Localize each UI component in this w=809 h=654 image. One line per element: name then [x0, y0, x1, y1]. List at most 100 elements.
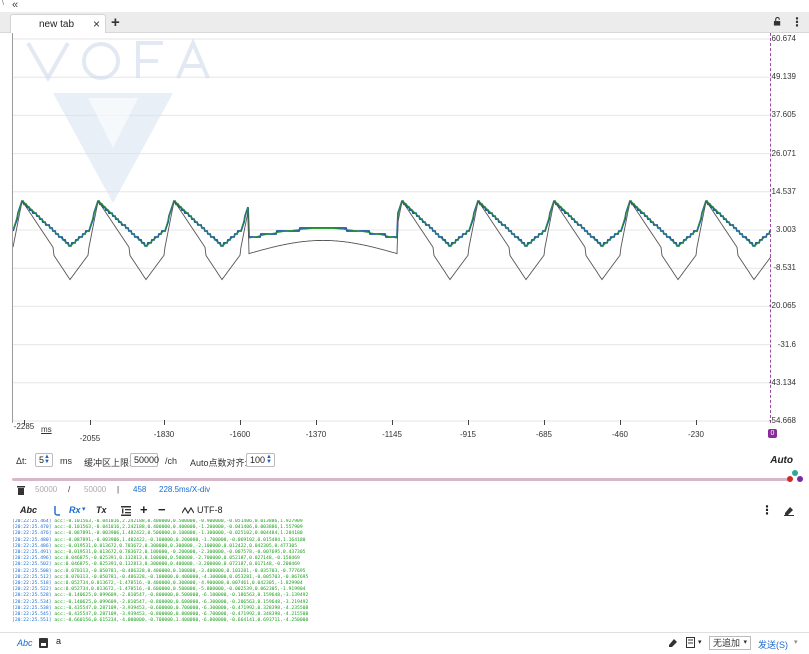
x-axis-unit: ms: [41, 425, 52, 434]
log-data: acc:0.046875,-0.025391,0.132813,0.100000…: [51, 556, 300, 562]
align-spinbox[interactable]: 100 ▲ ▼: [246, 453, 275, 467]
log-line: [20:22:25.518] acc:0.052734,0.013672,-1.…: [12, 581, 778, 587]
wrap-icon[interactable]: [53, 506, 61, 516]
buffer-slash: /: [68, 485, 71, 494]
log-data: acc:-0.660156,0.615234,-4.000000,-0.7000…: [51, 618, 309, 624]
format-list-icon[interactable]: [121, 506, 131, 516]
send-bar: Abc a ▾ 无追加 ▾ 发送(S) ▾: [0, 632, 809, 654]
buffer-value: 50000: [134, 455, 160, 465]
x-tick-label: -2285: [13, 422, 35, 431]
x-tick-label: -1370: [305, 430, 327, 439]
send-text-mode[interactable]: Abc: [17, 638, 33, 648]
log-data: acc:-0.435547,0.287109,-3.939453,-0.6000…: [51, 605, 309, 611]
buffer-label: 缓冲区上限:: [84, 458, 132, 468]
append-mode-select[interactable]: 无追加 ▾: [709, 636, 751, 650]
chevron-down-icon: ▾: [743, 639, 747, 646]
rx-toggle[interactable]: Rx: [69, 505, 81, 515]
receive-log[interactable]: [20:22:25.464] acc:-0.101563,-0.041016,2…: [12, 519, 778, 631]
log-line: [20:22:25.464] acc:-0.101563,-0.041016,2…: [12, 519, 778, 525]
send-dropdown-icon[interactable]: ▾: [794, 639, 798, 646]
log-timestamp: [20:22:25.538]: [12, 605, 52, 611]
splitter-bar[interactable]: [12, 478, 790, 481]
rx-dropdown-icon[interactable]: ▾: [82, 506, 86, 513]
log-timestamp: [20:22:25.476]: [12, 531, 52, 537]
waveform-canvas[interactable]: [13, 33, 771, 423]
x-tick-label: -2055: [79, 434, 101, 443]
log-data: acc:-0.101563,-0.041016,2.242188,0.40000…: [51, 519, 303, 524]
x-tick-label: -915: [459, 430, 477, 439]
eraser-icon[interactable]: [668, 638, 678, 648]
log-line: [20:22:25.538] acc:-0.435547,0.287109,-3…: [12, 606, 778, 612]
log-line: [20:22:25.528] acc:-0.140625,0.099609,-2…: [12, 593, 778, 599]
history-dropdown-icon[interactable]: ▾: [698, 639, 702, 646]
log-line: [20:22:25.545] acc:-0.435547,0.287109,-3…: [12, 612, 778, 618]
log-line: [20:22:25.512] acc:0.070313,-0.050781,-0…: [12, 575, 778, 581]
y-tick-label: 37.605: [771, 110, 796, 120]
points-count: 458: [133, 485, 147, 494]
x-tick: [240, 420, 241, 425]
x-tick-label: -460: [611, 430, 629, 439]
log-line: [20:22:25.491] acc:-0.019531,0.013672,0.…: [12, 550, 778, 556]
y-tick-label: 14.537: [771, 186, 796, 196]
tab-new-tab[interactable]: new tab ×: [10, 14, 106, 33]
waveform-plot[interactable]: [12, 33, 771, 423]
dt-value: 5: [39, 455, 45, 465]
more-menu-icon[interactable]: ⋮: [761, 503, 773, 517]
history-icon[interactable]: [686, 637, 695, 648]
x-tick-label: -230: [687, 430, 705, 439]
x-tick-label: -685: [535, 430, 553, 439]
unlock-icon[interactable]: [773, 17, 782, 26]
text-mode-button[interactable]: Abc: [20, 505, 38, 515]
send-button[interactable]: 发送(S): [758, 640, 788, 650]
y-tick-label: -31.6: [777, 339, 796, 349]
log-line: [20:22:25.551] acc:-0.660156,0.615234,-4…: [12, 618, 778, 624]
log-timestamp: [20:22:25.545]: [12, 612, 52, 618]
log-line: [20:22:25.480] acc:-0.087891,-0.003906,1…: [12, 538, 778, 544]
zoom-in-button[interactable]: +: [140, 502, 148, 517]
tx-toggle[interactable]: Tx: [96, 505, 107, 515]
separator: |: [117, 485, 120, 494]
log-data: acc:0.070313,-0.050781,-0.486328,-0.1000…: [51, 574, 309, 580]
log-data: acc:-0.140625,0.099609,-2.810547,-0.8000…: [51, 593, 309, 599]
spin-arrows-icon[interactable]: ▲ ▼: [266, 454, 272, 465]
log-data: acc:-0.087891,-0.003906,1.482422,-0.1000…: [51, 537, 306, 543]
close-icon[interactable]: ×: [92, 17, 100, 31]
y-tick-label: -8.531: [773, 263, 796, 273]
encoding-select[interactable]: UTF-8: [197, 505, 223, 515]
x-tick: [24, 420, 25, 425]
corner-mark: \: [2, 0, 4, 7]
channel-dots-icon[interactable]: [785, 469, 805, 485]
more-menu-icon[interactable]: ⋮: [791, 15, 803, 29]
spin-arrows-icon[interactable]: ▲ ▼: [44, 454, 50, 465]
tab-bar: new tab × + ⋮: [0, 12, 809, 33]
x-tick: [696, 420, 697, 425]
collapse-sidebar-button[interactable]: «: [12, 0, 19, 11]
x-end-marker[interactable]: 0: [768, 429, 777, 438]
dt-spinbox[interactable]: 5 ▲ ▼: [35, 453, 53, 467]
send-input[interactable]: a: [56, 636, 62, 646]
y-tick-label: 26.071: [771, 148, 796, 158]
waveform-icon[interactable]: [182, 507, 194, 515]
buffer-input[interactable]: 50000: [130, 453, 160, 467]
add-tab-button[interactable]: +: [111, 14, 120, 31]
x-tick-label: -1830: [153, 430, 175, 439]
log-line: [20:22:25.486] acc:-0.019531,0.013672,0.…: [12, 544, 778, 550]
log-line: [20:22:25.508] acc:0.070313,-0.050781,-0…: [12, 569, 778, 575]
log-timestamp: [20:22:25.508]: [12, 568, 52, 574]
zoom-out-button[interactable]: −: [158, 502, 166, 517]
log-data: acc:0.052734,0.013672,-1.478516,-0.60000…: [51, 587, 306, 593]
receive-toolbar: Abc Rx ▾ Tx + − UTF-8 ⋮: [0, 502, 809, 519]
dt-unit: ms: [60, 456, 72, 466]
log-timestamp: [20:22:25.518]: [12, 581, 52, 587]
series-line: [13, 200, 771, 281]
x-div-scale: 228.5ms/X-div: [159, 485, 211, 494]
file-icon[interactable]: [39, 638, 48, 648]
log-timestamp: [20:22:25.502]: [12, 562, 52, 568]
append-mode-value: 无追加: [713, 638, 741, 648]
auto-button[interactable]: Auto: [770, 455, 793, 466]
eraser-icon[interactable]: [784, 506, 794, 516]
trash-icon[interactable]: [17, 485, 25, 495]
x-tick: [316, 420, 317, 425]
x-tick: [90, 420, 91, 425]
log-data: acc:0.046875,-0.025391,0.132813,0.300000…: [51, 562, 300, 568]
